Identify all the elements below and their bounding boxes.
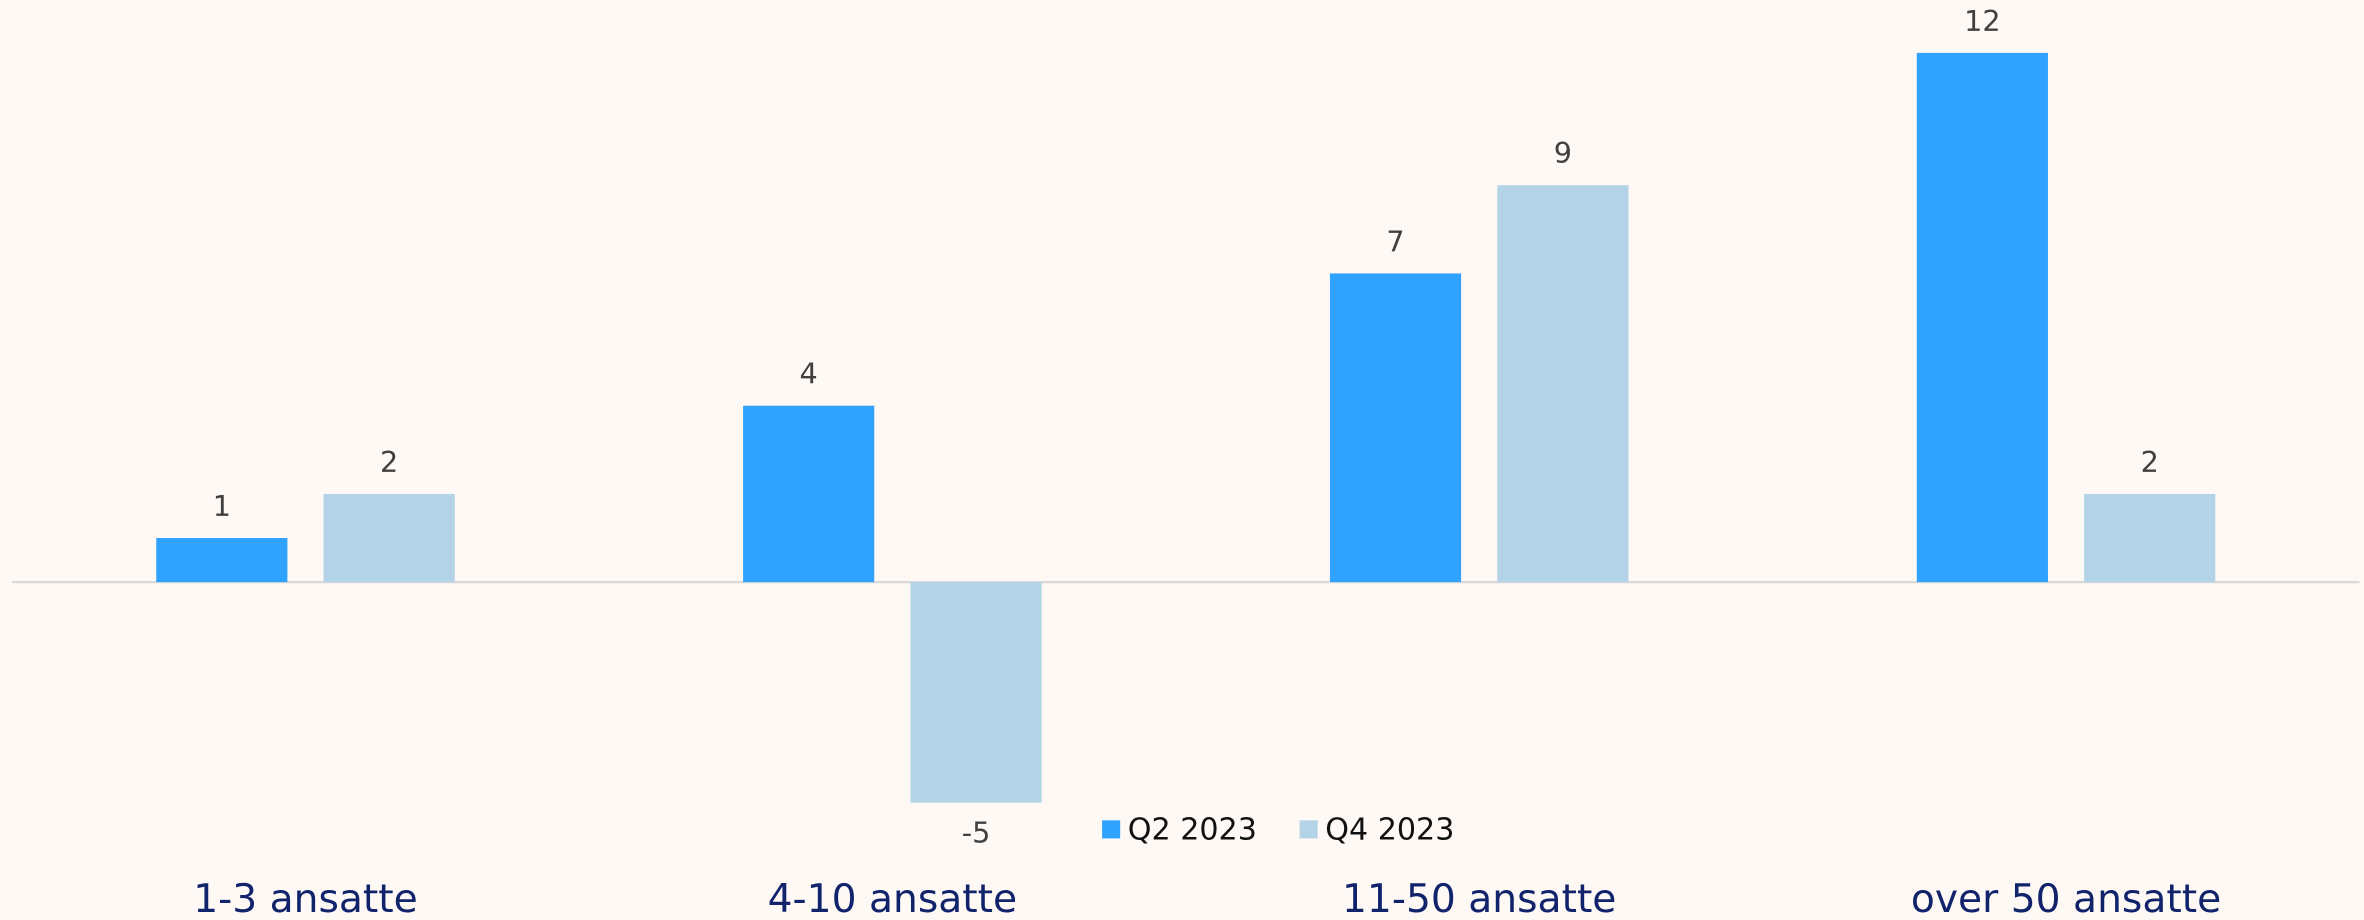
data-label: 7 [1386, 224, 1404, 258]
legend-swatch [1299, 820, 1318, 839]
data-label: 4 [800, 357, 818, 391]
x-tick-label: 4-10 ansatte [768, 877, 1018, 920]
bar [1329, 273, 1462, 583]
bar [156, 538, 288, 583]
bar [1916, 52, 2048, 583]
bar [323, 493, 455, 583]
data-label: -5 [962, 815, 991, 849]
x-tick-label: 11-50 ansatte [1342, 877, 1616, 920]
legend-label: Q4 2023 [1325, 812, 1454, 847]
bar [2084, 493, 2216, 583]
bar [1497, 185, 1629, 583]
data-label: 9 [1554, 136, 1572, 170]
data-label: 1 [213, 489, 231, 523]
bar [910, 582, 1042, 803]
bar [743, 405, 875, 583]
data-label: 2 [380, 445, 398, 479]
data-label: 2 [2141, 445, 2159, 479]
legend-label: Q2 2023 [1128, 812, 1257, 847]
legend-swatch [1102, 820, 1121, 839]
x-tick-label: over 50 ansatte [1911, 877, 2221, 920]
x-tick-label: 1-3 ansatte [193, 877, 418, 920]
data-label: 12 [1964, 4, 2000, 38]
